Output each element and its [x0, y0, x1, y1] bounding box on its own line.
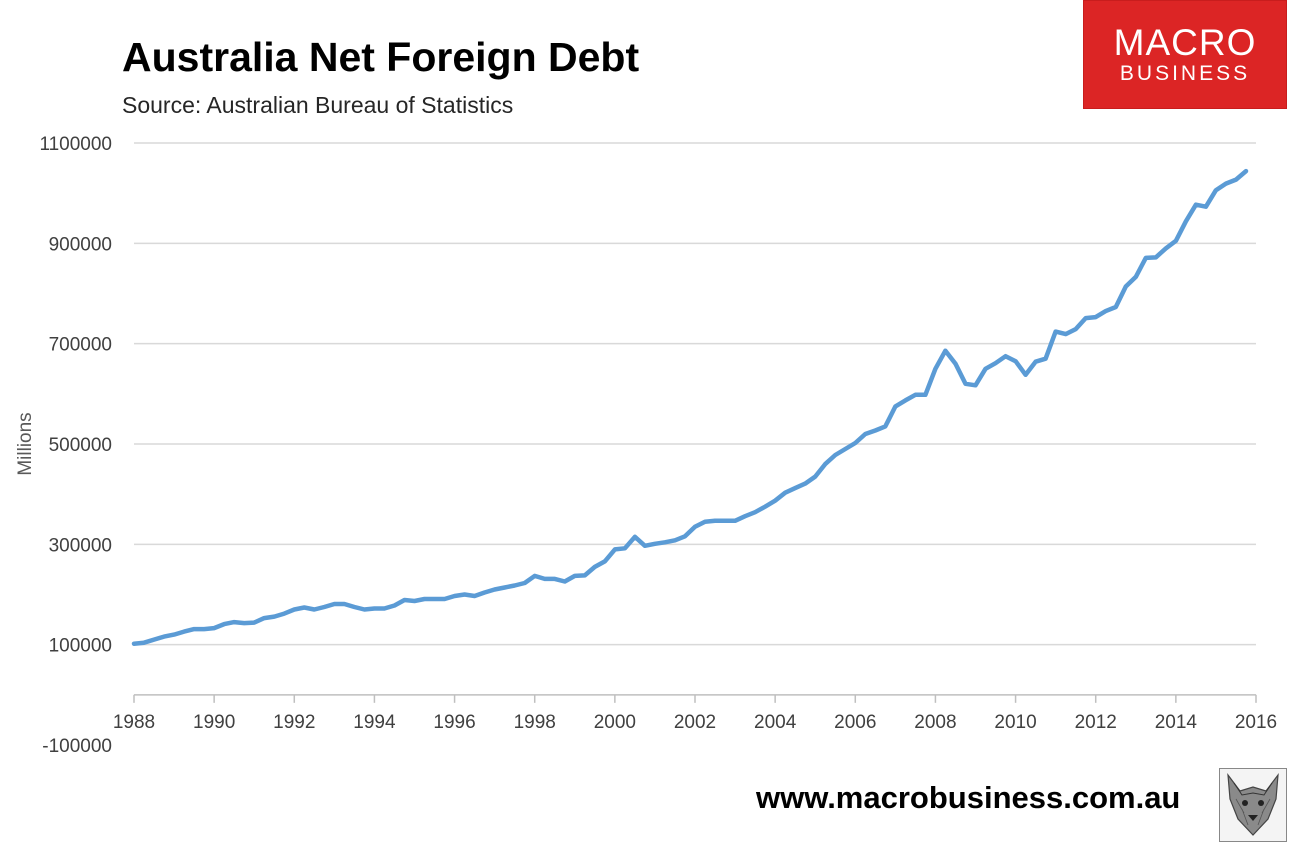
x-tick-label: 1990: [193, 712, 235, 733]
y-tick-labels: 1100000 900000 700000 500000 300000 100000 -10…: [39, 134, 112, 757]
x-tick-label: 1994: [353, 712, 396, 733]
chart-title: Australia Net Foreign Debt: [122, 34, 640, 80]
macrobusiness-logo: MACRO BUSINESS: [1083, 0, 1287, 109]
y-tick-label: 300000: [49, 535, 112, 556]
series-line: [131, 168, 1249, 646]
x-tick-label: 1996: [433, 712, 475, 733]
chart-subtitle: Source: Australian Bureau of Statistics: [122, 92, 514, 118]
x-tick-label: 2006: [834, 712, 876, 733]
logo-line-business: BUSINESS: [1119, 62, 1251, 85]
x-tick-label: 1988: [113, 712, 155, 733]
y-tick-label: 900000: [49, 234, 112, 255]
y-axis-label: Millions: [15, 412, 36, 475]
x-tick-label: 2008: [914, 712, 956, 733]
x-tick-label: 2016: [1235, 712, 1277, 733]
wolf-logo-icon: [1219, 768, 1287, 842]
logo-line-macro: MACRO: [1113, 22, 1257, 63]
gridlines: [134, 142, 1256, 646]
x-tick-label: 2012: [1075, 712, 1117, 733]
x-tick-label: 2004: [754, 712, 797, 733]
y-tick-label: -100000: [42, 736, 112, 757]
x-tick-label: 2010: [994, 712, 1036, 733]
y-tick-label: 500000: [49, 435, 112, 456]
website-url: www.macrobusiness.com.au: [756, 780, 1181, 815]
x-axis: [133, 694, 1257, 703]
x-tick-label: 1992: [273, 712, 315, 733]
y-tick-label: 700000: [49, 335, 112, 356]
x-tick-label: 2014: [1155, 712, 1198, 733]
y-tick-label: 1100000: [39, 134, 112, 155]
y-tick-label: 100000: [49, 636, 112, 657]
x-tick-label: 2000: [594, 712, 636, 733]
x-tick-labels: 1988 1990 1992 1994 1996 1998 2000 2002 2004 2006…: [113, 712, 1277, 733]
x-tick-label: 2002: [674, 712, 716, 733]
x-tick-label: 1998: [514, 712, 556, 733]
